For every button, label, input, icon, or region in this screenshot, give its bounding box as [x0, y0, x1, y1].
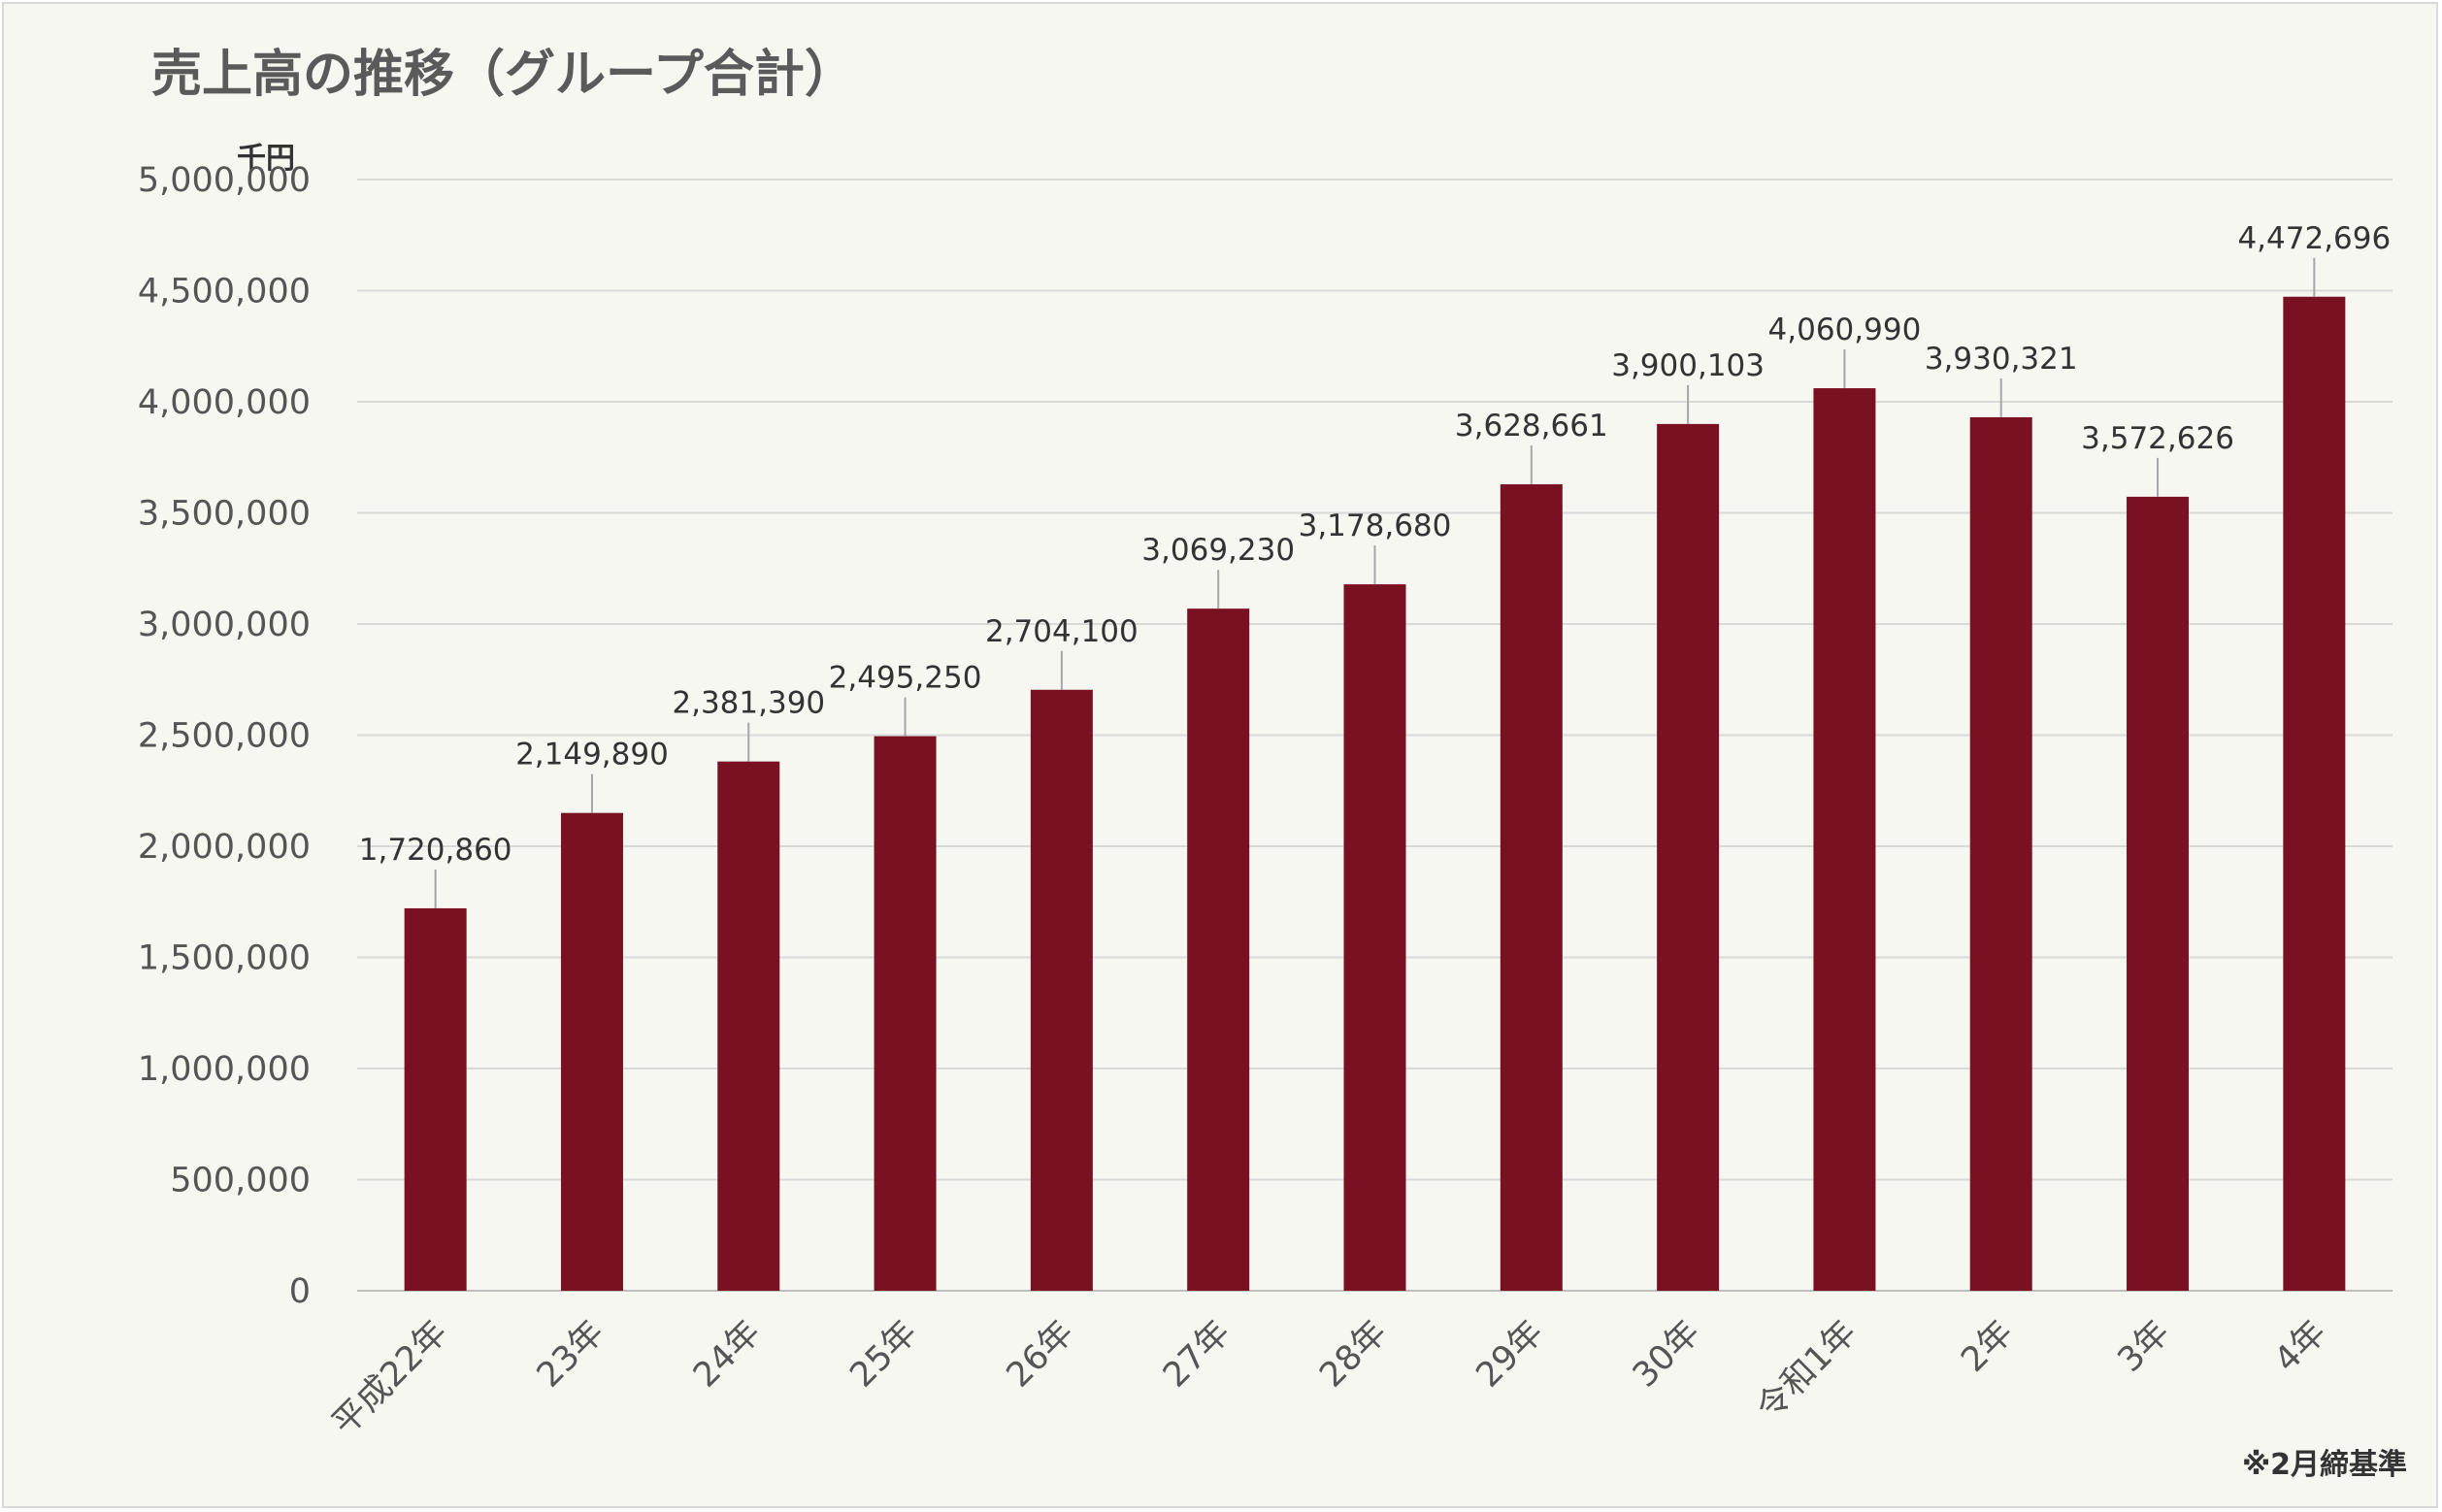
bar — [874, 736, 937, 1291]
data-label: 3,900,103 — [1611, 348, 1765, 383]
x-tick-label: 26年 — [1000, 1313, 1082, 1396]
y-tick-label: 500,000 — [170, 1162, 311, 1200]
y-unit-label: 千円 — [237, 142, 295, 176]
y-tick-label: 0 — [289, 1272, 311, 1311]
x-tick-label: 3年 — [2111, 1313, 2178, 1380]
y-tick-label: 1,500,000 — [138, 939, 311, 978]
data-label: 2,495,250 — [829, 661, 982, 696]
y-tick-label: 5,000,000 — [138, 161, 311, 200]
bar — [560, 812, 623, 1291]
bar — [1813, 388, 1876, 1291]
footnote: ※2月締基準 — [2241, 1448, 2407, 1482]
data-label: 3,178,680 — [1299, 509, 1452, 543]
data-label: 2,704,100 — [985, 614, 1138, 649]
data-label: 2,149,890 — [515, 738, 669, 772]
bar — [1969, 416, 2032, 1291]
data-label: 3,069,230 — [1141, 533, 1295, 568]
chart-title: 売上高の推移（グループ合計） — [151, 46, 855, 104]
x-tick-label: 25年 — [842, 1313, 925, 1396]
bar — [1657, 423, 1720, 1291]
y-tick-label: 2,000,000 — [138, 828, 311, 867]
bar — [404, 907, 467, 1291]
data-label: 4,472,696 — [2237, 221, 2391, 256]
y-tick-label: 1,000,000 — [138, 1050, 311, 1089]
y-tick-label: 2,500,000 — [138, 717, 311, 756]
label-leader-lines — [434, 257, 2316, 908]
data-label: 1,720,860 — [359, 833, 512, 868]
x-axis: 平成22年 23年 24年 25年 26年 27年 28年 29年 30年 令和1年 2年 3年 4年 — [325, 1313, 2334, 1443]
bar — [2283, 296, 2346, 1291]
x-tick-label: 4年 — [2267, 1313, 2334, 1380]
bar — [1187, 608, 1250, 1291]
x-tick-label: 28年 — [1312, 1313, 1395, 1396]
data-labels: 1,720,860 2,149,8902,381,3902,495,2502,70… — [359, 221, 2391, 868]
data-label: 3,572,626 — [2081, 421, 2234, 456]
y-tick-label: 4,500,000 — [138, 273, 311, 312]
x-tick-label: 平成22年 — [325, 1313, 455, 1443]
bar — [1500, 484, 1563, 1291]
y-tick-label: 3,000,000 — [138, 606, 311, 644]
x-tick-label: 27年 — [1156, 1313, 1238, 1396]
x-tick-label: 2年 — [1954, 1313, 2021, 1380]
data-label: 3,930,321 — [1925, 342, 2078, 377]
data-label: 3,628,661 — [1455, 409, 1608, 444]
bar — [1030, 689, 1093, 1291]
x-tick-label: 30年 — [1626, 1313, 1708, 1396]
x-tick-label: 29年 — [1469, 1313, 1552, 1396]
y-tick-label: 3,500,000 — [138, 495, 311, 534]
x-tick-label: 令和1年 — [1750, 1313, 1864, 1428]
y-axis: 0 500,000 1,000,000 1,500,000 2,000,000 2,500… — [138, 161, 311, 1311]
bar — [2127, 496, 2190, 1291]
bars — [404, 296, 2346, 1291]
bar — [1343, 584, 1406, 1291]
data-label: 4,060,990 — [1768, 312, 1922, 347]
x-tick-label: 23年 — [530, 1313, 612, 1396]
bar — [717, 761, 780, 1291]
x-tick-label: 24年 — [686, 1313, 769, 1396]
data-label: 2,381,390 — [672, 686, 825, 721]
y-tick-label: 4,000,000 — [138, 383, 311, 422]
